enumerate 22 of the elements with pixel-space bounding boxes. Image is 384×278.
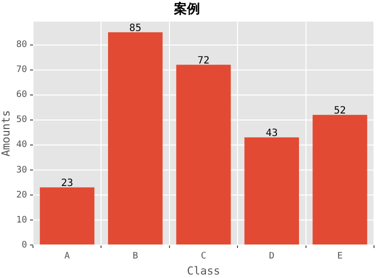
y-tick-label: 70 — [16, 65, 28, 76]
x-tick-label: C — [200, 252, 206, 262]
x-tick-label: A — [64, 252, 70, 262]
y-tick-label: 50 — [16, 115, 28, 126]
data-label: 52 — [334, 105, 346, 116]
y-tick-label: 30 — [16, 165, 28, 176]
data-label: 72 — [197, 55, 210, 66]
chart-title: 案例 — [173, 1, 200, 18]
x-axis-title: Class — [186, 264, 220, 278]
x-tick-label: E — [337, 252, 343, 262]
y-tick-label: 40 — [16, 140, 28, 150]
x-tick-label: D — [269, 252, 274, 262]
data-label: 43 — [266, 128, 278, 139]
data-label: 85 — [129, 22, 142, 34]
x-tick-label: B — [132, 252, 138, 262]
y-tick-label: 80 — [16, 40, 28, 50]
y-tick-label: 10 — [16, 215, 28, 226]
y-tick-label: 60 — [16, 90, 28, 100]
data-label: 23 — [61, 178, 74, 190]
y-axis-title: Amounts — [0, 110, 12, 156]
y-tick-label: 20 — [16, 190, 28, 200]
y-tick-label: 0 — [22, 240, 28, 250]
